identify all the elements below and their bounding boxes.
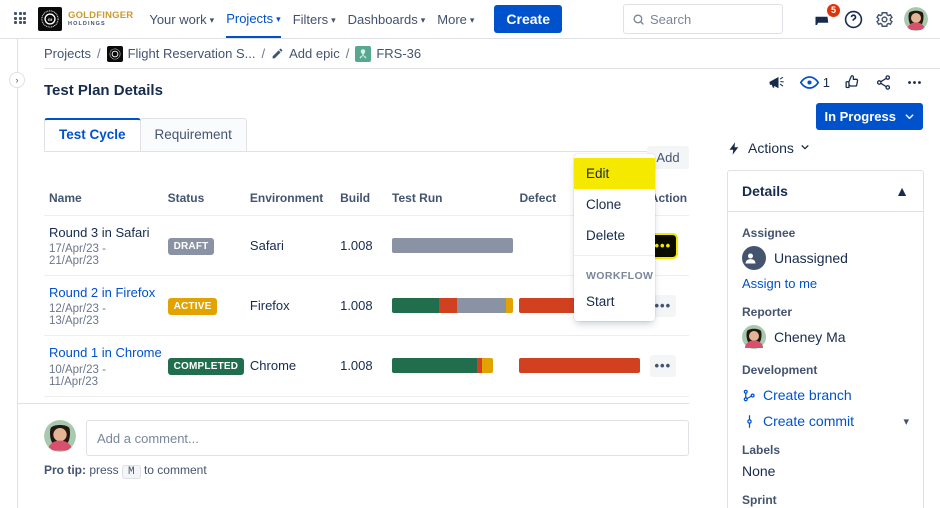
svg-text:Gf: Gf bbox=[48, 17, 53, 22]
